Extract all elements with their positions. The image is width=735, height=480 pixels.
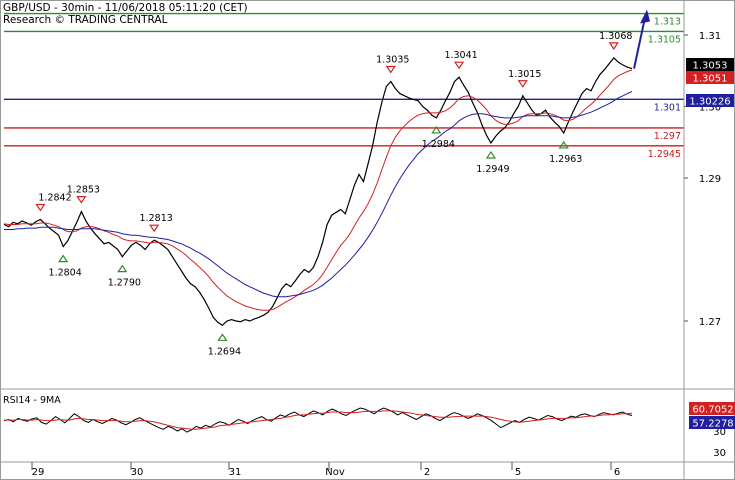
high-marker-4 — [453, 61, 465, 70]
high-marker-5 — [517, 80, 528, 88]
y-tick-label-2: 1.29 — [699, 174, 721, 185]
projection-arrowhead — [640, 9, 650, 24]
low-label-0: 1.2804 — [49, 268, 82, 279]
price-tag-2 — [686, 94, 734, 107]
low-label-2: 1.2694 — [208, 346, 241, 357]
low-label-3: 1.2984 — [422, 139, 455, 150]
price-tag-label-0: 1.3053 — [693, 61, 728, 72]
x-tick-label-6: 6 — [614, 467, 620, 478]
low-label-4: 1.2949 — [476, 164, 509, 175]
rsi-tag-1 — [689, 416, 735, 429]
price-tag-1 — [686, 71, 734, 84]
high-marker-0 — [35, 203, 46, 212]
rsi-tag-0 — [689, 402, 735, 415]
price-tag-label-2: 1.30226 — [689, 97, 730, 108]
level-label-1: 1.3105 — [648, 34, 681, 45]
price-tag-0 — [686, 58, 734, 71]
x-tick-label-3: Nov — [325, 467, 345, 478]
x-tick-label-5: 5 — [515, 467, 521, 478]
price-series-2 — [4, 91, 633, 298]
low-marker-2 — [217, 333, 228, 341]
rsi-tick-label-1: 30 — [713, 427, 726, 438]
price-series-1 — [3, 69, 633, 311]
x-tick-label-1: 30 — [131, 467, 144, 478]
high-marker-1 — [76, 196, 87, 204]
level-label-0: 1.313 — [654, 17, 681, 28]
price-tag-label-1: 1.3051 — [693, 74, 728, 85]
low-label-1: 1.2790 — [108, 278, 141, 289]
low-marker-1 — [117, 264, 128, 273]
rsi-title: RSI14 - 9MA — [3, 395, 61, 406]
y-tick-label-0: 1.31 — [699, 31, 721, 42]
y-tick-label-3: 1.27 — [699, 317, 721, 328]
low-marker-3 — [431, 125, 442, 134]
low-marker-0 — [58, 254, 69, 263]
level-label-3: 1.297 — [654, 131, 681, 142]
rsi-tick-label-2: 30 — [713, 448, 726, 459]
rsi-tag-label-1: 57.2278 — [692, 419, 733, 430]
high-label-2: 1.2813 — [140, 213, 173, 224]
high-marker-3 — [385, 65, 396, 74]
high-label-6: 1.3068 — [599, 31, 632, 42]
level-label-4: 1.2945 — [648, 149, 681, 160]
high-marker-2 — [149, 224, 160, 233]
y-tick-label-1: 1.30 — [699, 103, 721, 114]
rsi-series-1 — [4, 410, 633, 430]
x-tick-label-2: 31 — [229, 467, 242, 478]
chart-credit: Research © TRADING CENTRAL — [3, 14, 168, 26]
high-label-4: 1.3041 — [444, 50, 477, 61]
x-tick-label-4: 2 — [424, 467, 430, 478]
low-marker-4 — [485, 150, 497, 159]
price-series-0 — [3, 57, 633, 327]
high-label-0: 1.2842 — [38, 192, 71, 203]
level-label-2: 1.301 — [654, 102, 681, 113]
high-label-1: 1.2853 — [67, 185, 100, 196]
high-marker-6 — [608, 42, 619, 50]
high-label-5: 1.3015 — [508, 69, 541, 80]
high-label-3: 1.3035 — [376, 54, 409, 65]
chart-title: GBP/USD - 30min - 11/06/2018 05:11:20 (C… — [3, 2, 248, 14]
x-tick-label-0: 29 — [32, 467, 45, 478]
rsi-tag-label-0: 60.7052 — [692, 405, 733, 416]
projection-arrow — [633, 17, 646, 69]
low-marker-5 — [558, 140, 569, 149]
low-label-5: 1.2963 — [549, 154, 582, 165]
